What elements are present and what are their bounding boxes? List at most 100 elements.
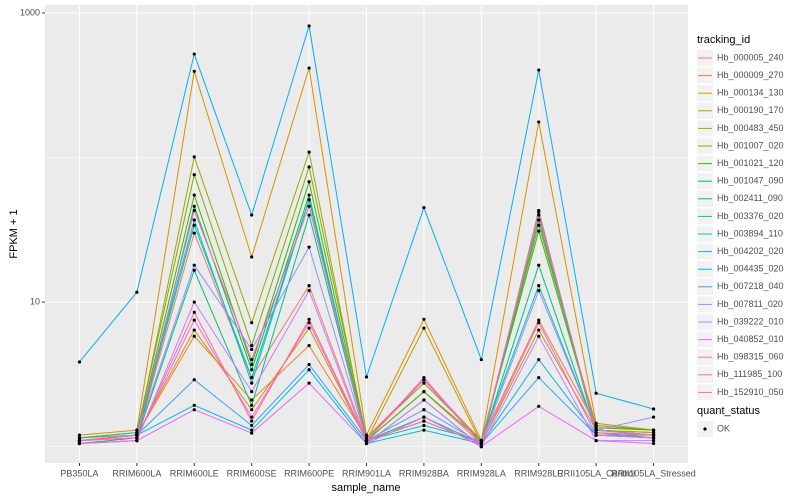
data-point — [307, 150, 311, 154]
data-point — [250, 381, 254, 385]
shape-legend-title: quant_status — [697, 405, 760, 417]
data-point — [250, 419, 254, 423]
data-point — [651, 415, 656, 419]
legend-label: Hb_002411_090 — [717, 193, 783, 203]
y-tick-label: 1000 — [20, 7, 40, 17]
data-point — [422, 428, 426, 432]
legend-title: tracking_id — [697, 34, 750, 46]
data-point — [250, 343, 254, 348]
data-point — [537, 321, 541, 325]
data-point — [307, 368, 311, 372]
data-point — [537, 404, 541, 408]
data-point — [250, 368, 254, 372]
data-point — [537, 213, 541, 217]
data-point — [422, 378, 426, 382]
data-point — [364, 375, 369, 379]
data-point — [307, 321, 311, 325]
legend-label: Hb_001021_120 — [717, 158, 784, 168]
legend-label: Hb_001007_020 — [717, 140, 784, 150]
data-point — [250, 431, 254, 435]
data-point — [651, 436, 656, 440]
data-point — [192, 403, 196, 407]
x-tick-label: RRIM928BA — [399, 468, 449, 478]
data-point — [651, 441, 656, 446]
data-point — [135, 436, 139, 440]
data-point — [537, 263, 541, 267]
data-point — [307, 245, 311, 249]
y-tick-label: 10 — [30, 296, 40, 306]
data-point — [307, 317, 311, 321]
data-point — [192, 328, 196, 332]
data-point — [250, 403, 254, 407]
data-point — [307, 204, 311, 208]
legend-label: Hb_000483_450 — [717, 123, 784, 133]
data-point — [537, 328, 541, 332]
legend-label: Hb_000190_170 — [717, 105, 784, 115]
data-point — [135, 290, 139, 294]
data-point — [364, 441, 369, 446]
legend-label: Hb_000005_240 — [717, 52, 784, 62]
legend-label: Hb_004202_020 — [717, 246, 784, 256]
data-point — [250, 213, 254, 217]
data-point — [307, 326, 311, 330]
data-point — [250, 423, 254, 428]
data-point — [537, 376, 541, 380]
data-point — [307, 362, 311, 367]
data-point — [192, 208, 196, 213]
data-point — [651, 430, 656, 435]
data-point — [594, 421, 598, 425]
data-point — [537, 210, 541, 214]
data-point — [192, 193, 196, 197]
data-point — [307, 198, 311, 202]
data-point — [422, 408, 426, 412]
data-point — [250, 321, 254, 325]
data-point — [651, 433, 656, 437]
data-point — [250, 428, 254, 432]
x-tick-label: PB350LA — [60, 468, 98, 478]
data-point — [250, 398, 254, 402]
legend-label: Hb_000134_130 — [717, 88, 784, 98]
x-tick-label: RRII105LA_Stressed — [611, 468, 696, 478]
data-point — [307, 343, 311, 348]
data-point — [135, 430, 139, 435]
data-point — [250, 347, 254, 352]
data-point — [307, 193, 311, 197]
data-point — [422, 390, 426, 394]
data-point — [77, 436, 82, 440]
data-point — [250, 390, 254, 394]
data-point — [537, 223, 541, 227]
data-point — [594, 439, 598, 443]
data-point — [192, 69, 196, 73]
data-point — [192, 231, 196, 235]
data-point — [537, 357, 541, 362]
data-point — [192, 310, 196, 314]
data-point — [594, 423, 598, 428]
data-point — [537, 334, 541, 338]
data-point — [192, 218, 196, 222]
data-point — [651, 439, 656, 443]
legend-label: Hb_003894_110 — [717, 228, 783, 238]
legend-label: Hb_003376_020 — [717, 211, 784, 221]
data-point — [594, 433, 598, 437]
data-point — [307, 213, 311, 217]
data-point — [192, 223, 196, 227]
data-point — [192, 268, 196, 272]
data-point — [307, 180, 311, 184]
data-point — [77, 360, 82, 364]
data-point — [537, 120, 541, 124]
data-point — [651, 407, 656, 411]
data-point — [192, 52, 196, 56]
data-point — [250, 376, 254, 380]
data-point — [479, 357, 483, 362]
data-point — [651, 428, 656, 432]
legend-label: OK — [717, 423, 730, 433]
data-point — [250, 362, 254, 367]
data-point — [307, 24, 311, 28]
data-point — [192, 378, 196, 382]
data-point — [307, 283, 311, 288]
x-tick-label: RRII105LA_Control — [557, 468, 635, 478]
data-point — [537, 318, 541, 322]
data-point — [422, 317, 426, 321]
legend-label: Hb_040852_010 — [717, 334, 784, 344]
